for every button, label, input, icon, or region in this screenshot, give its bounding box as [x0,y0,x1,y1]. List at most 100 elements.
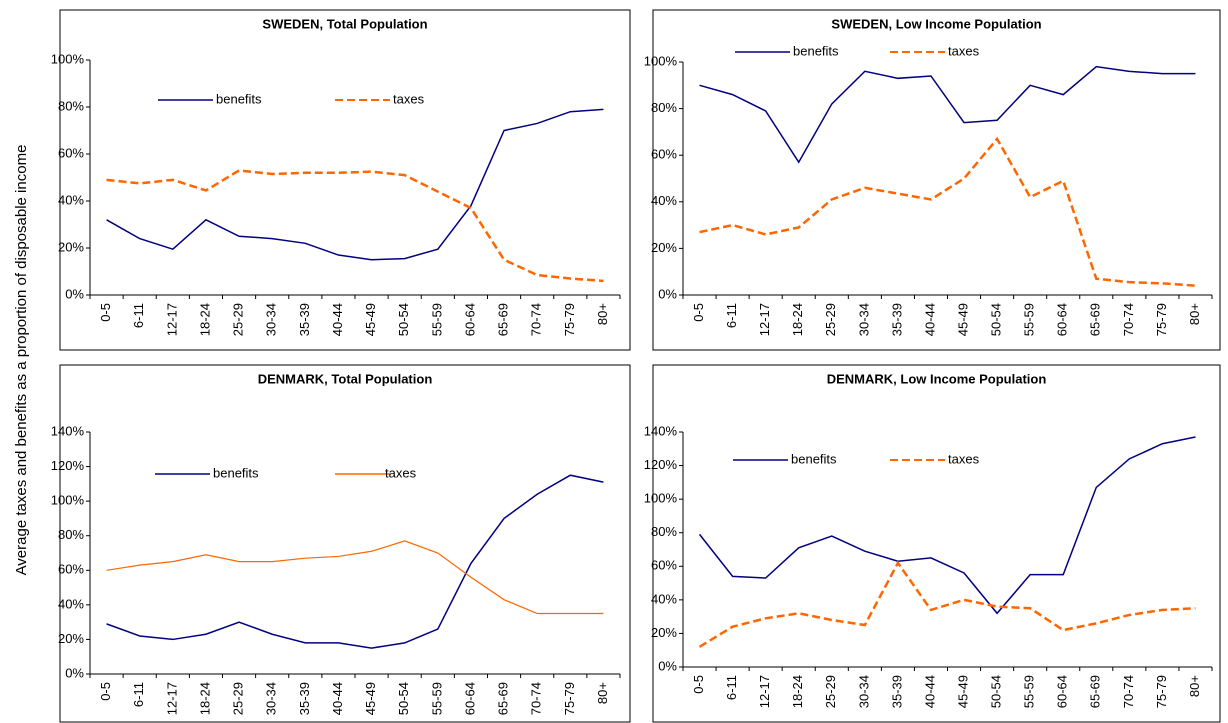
x-tick-label: 0-5 [98,303,113,322]
y-tick-label: 80% [58,527,84,542]
series-line [699,136,1196,287]
x-tick-label: 30-34 [264,682,279,715]
x-tick-label: 25-29 [823,303,838,336]
legend-label: taxes [385,465,417,480]
y-tick-label: 20% [651,625,677,640]
x-tick-label: 18-24 [197,682,212,715]
x-tick-label: 75-79 [562,303,577,336]
series-line [698,436,1196,615]
x-tick-label: 45-49 [363,303,378,336]
x-tick-label: 60-64 [462,682,477,715]
y-tick-label: 100% [644,53,678,68]
x-tick-label: 12-17 [757,303,772,336]
x-tick-label: 35-39 [889,303,904,336]
chart-title: DENMARK, Total Population [258,371,433,386]
panel-border [652,364,1221,723]
x-tick-label: 55-59 [429,303,444,336]
chart-title: SWEDEN, Total Population [262,16,427,31]
x-tick-label: 70-74 [529,682,544,715]
x-tick-label: 6-11 [724,303,739,328]
x-tick-label: 35-39 [889,675,904,708]
y-tick-label: 120% [51,458,85,473]
y-tick-label: 60% [651,558,677,573]
y-tick-label: 120% [644,457,678,472]
x-tick-label: 65-69 [496,303,511,336]
y-tick-label: 0% [65,665,84,680]
y-tick-label: 0% [658,286,677,301]
x-tick-label: 18-24 [197,303,212,336]
series-line [106,169,604,283]
legend-label: benefits [213,465,259,480]
x-tick-label: 75-79 [1154,675,1169,708]
x-tick-label: 25-29 [231,682,246,715]
y-tick-label: 60% [58,562,84,577]
y-tick-label: 40% [58,192,84,207]
x-tick-label: 18-24 [790,303,805,336]
x-tick-label: 65-69 [1088,303,1103,336]
x-tick-label: 35-39 [297,303,312,336]
x-tick-label: 65-69 [1088,675,1103,708]
legend-label: benefits [216,91,262,106]
x-tick-label: 70-74 [529,303,544,336]
x-tick-label: 50-54 [989,303,1004,336]
legend-label: benefits [791,451,837,466]
x-tick-label: 75-79 [1154,303,1169,336]
x-tick-label: 0-5 [691,303,706,322]
y-tick-label: 20% [651,240,677,255]
y-tick-label: 80% [651,524,677,539]
x-tick-label: 25-29 [231,303,246,336]
series-line [106,474,604,649]
y-tick-label: 100% [644,491,678,506]
x-tick-label: 40-44 [922,303,937,336]
x-tick-label: 6-11 [724,675,739,700]
x-tick-label: 0-5 [691,675,706,694]
series-line [699,65,1196,164]
y-tick-label: 20% [58,631,84,646]
x-tick-label: 80+ [595,303,610,325]
x-tick-label: 65-69 [496,682,511,715]
x-tick-label: 80+ [1187,303,1202,325]
y-tick-label: 80% [651,100,677,115]
x-tick-label: 45-49 [955,675,970,708]
x-tick-label: 60-64 [1055,675,1070,708]
y-tick-label: 60% [651,147,677,162]
panel-border [652,9,1221,351]
x-tick-label: 70-74 [1121,675,1136,708]
y-tick-label: 0% [658,658,677,673]
x-tick-label: 55-59 [429,682,444,715]
x-tick-label: 12-17 [164,303,179,336]
x-tick-label: 80+ [1187,675,1202,697]
y-tick-label: 100% [51,51,85,66]
x-tick-label: 60-64 [462,303,477,336]
y-tick-label: 100% [51,493,85,508]
x-tick-label: 6-11 [131,303,146,328]
x-tick-label: 12-17 [757,675,772,708]
x-tick-label: 0-5 [98,682,113,701]
x-tick-label: 30-34 [856,303,871,336]
y-tick-label: 60% [58,145,84,160]
x-tick-label: 80+ [595,682,610,704]
x-tick-label: 40-44 [330,682,345,715]
x-tick-label: 35-39 [297,682,312,715]
x-tick-label: 30-34 [856,675,871,708]
y-tick-label: 140% [51,423,85,438]
x-tick-label: 45-49 [363,682,378,715]
y-tick-label: 80% [58,98,84,113]
series-line [106,540,604,615]
y-tick-label: 40% [651,193,677,208]
x-tick-label: 30-34 [264,303,279,336]
x-tick-label: 50-54 [396,682,411,715]
chart-title: DENMARK, Low Income Population [827,371,1047,386]
x-tick-label: 40-44 [922,675,937,708]
series-line [106,108,604,261]
x-tick-label: 55-59 [1022,675,1037,708]
x-tick-label: 50-54 [396,303,411,336]
x-tick-label: 18-24 [790,675,805,708]
x-tick-label: 50-54 [989,675,1004,708]
x-tick-label: 75-79 [562,682,577,715]
y-tick-label: 0% [65,286,84,301]
y-tick-label: 40% [58,596,84,611]
y-tick-label: 40% [651,591,677,606]
x-tick-label: 40-44 [330,303,345,336]
chart-title: SWEDEN, Low Income Population [831,16,1041,31]
